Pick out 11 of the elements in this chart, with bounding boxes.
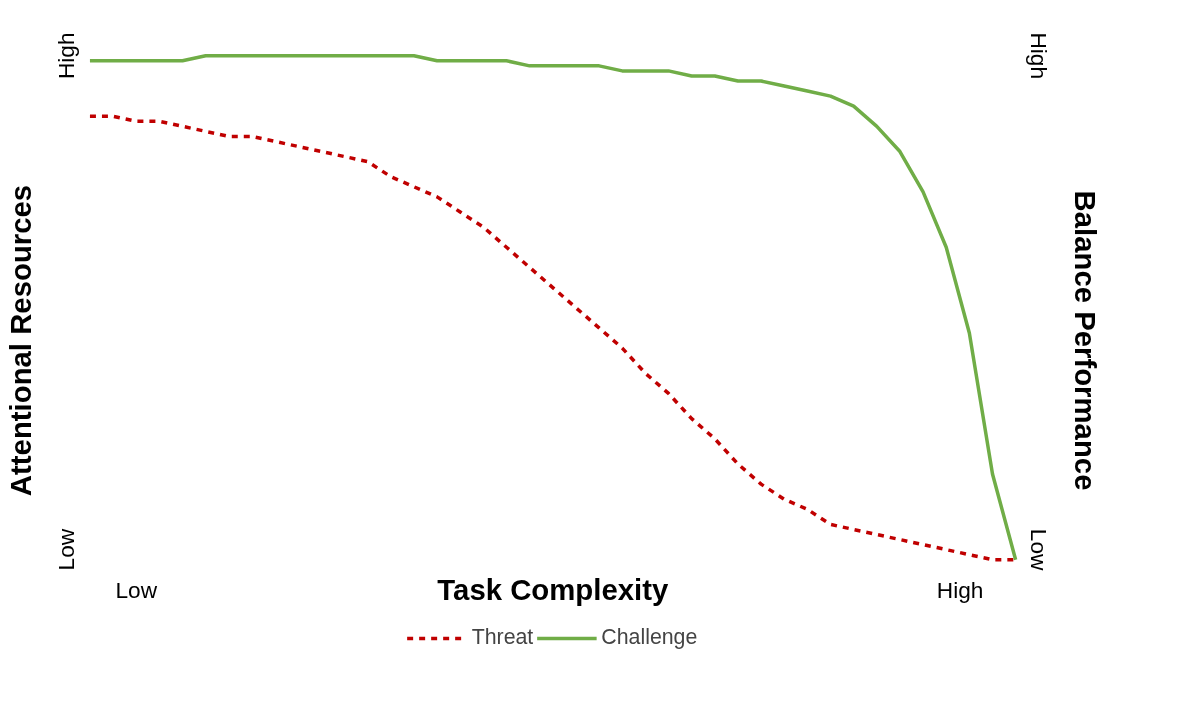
y2-axis-title: Balance Performance [1068,190,1102,491]
text: High [936,576,984,603]
legend-label: Challenge [601,625,698,650]
annotation: High [1025,32,1052,80]
text: Low [115,576,158,603]
annotation: Low [1025,528,1052,572]
x-axis-title: Task Complexity [437,573,669,607]
legend-label: Threat [471,625,534,650]
y-axis-title: Attentional Resources [3,184,37,497]
annotation: High [53,32,80,80]
annotation: Low [53,528,80,571]
